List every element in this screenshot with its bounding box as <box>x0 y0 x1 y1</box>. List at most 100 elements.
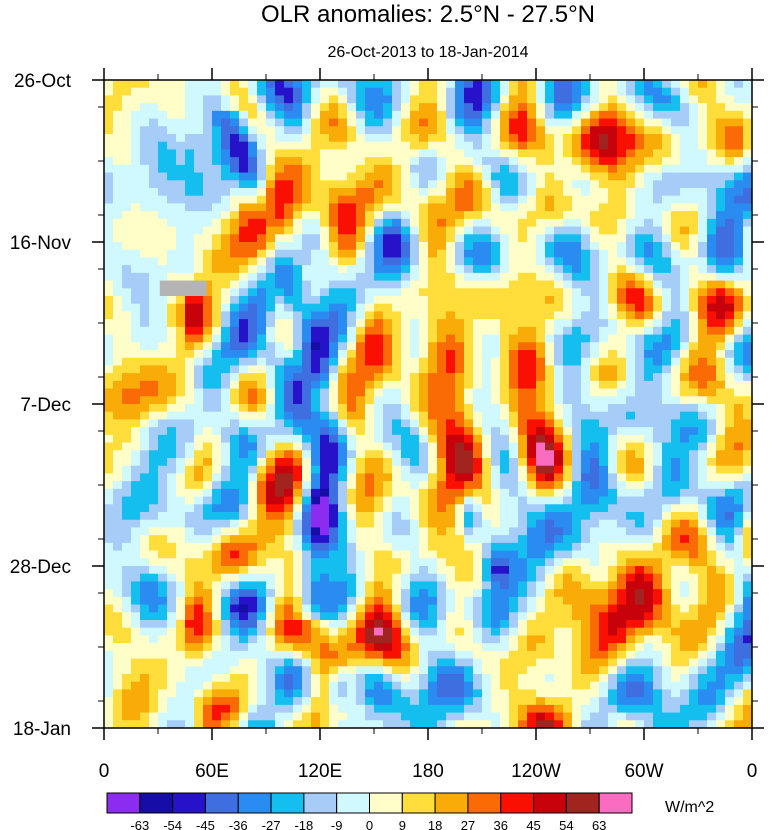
field-cell <box>158 527 168 536</box>
field-cell <box>734 326 744 336</box>
field-cell <box>545 110 555 120</box>
field-cell <box>635 203 645 212</box>
field-cell <box>644 504 654 513</box>
field-cell <box>698 465 708 475</box>
field-cell <box>653 512 663 521</box>
field-cell <box>185 80 195 89</box>
field-cell <box>185 450 195 459</box>
field-cell <box>347 566 357 575</box>
field-cell <box>599 519 609 529</box>
field-cell <box>464 357 474 367</box>
field-cell <box>149 180 159 189</box>
field-cell <box>239 311 249 320</box>
field-cell <box>671 218 681 228</box>
field-cell <box>383 542 393 552</box>
field-cell <box>464 488 474 498</box>
field-cell <box>365 465 375 475</box>
field-cell <box>140 550 150 559</box>
field-cell <box>680 442 690 451</box>
field-cell <box>734 311 744 320</box>
field-cell <box>491 188 501 197</box>
field-cell <box>473 311 483 320</box>
field-cell <box>185 411 195 421</box>
field-cell <box>662 326 672 336</box>
field-cell <box>356 126 366 135</box>
field-cell <box>104 141 114 151</box>
field-cell <box>401 242 411 251</box>
field-cell <box>149 87 159 97</box>
field-cell <box>500 303 510 313</box>
field-cell <box>716 481 726 490</box>
field-cell <box>743 396 752 405</box>
field-cell <box>167 558 177 567</box>
field-cell <box>203 527 213 536</box>
field-cell <box>491 473 501 482</box>
field-cell <box>347 465 357 475</box>
field-cell <box>113 203 123 212</box>
field-cell <box>374 180 384 189</box>
field-cell <box>419 519 429 529</box>
field-cell <box>509 357 519 367</box>
field-cell <box>662 558 672 567</box>
field-cell <box>527 450 537 459</box>
field-cell <box>338 319 348 328</box>
field-cell <box>545 164 555 174</box>
field-cell <box>725 357 735 367</box>
field-cell <box>491 157 501 166</box>
field-cell <box>104 388 114 397</box>
field-cell <box>158 95 168 104</box>
field-cell <box>572 257 582 266</box>
field-cell <box>518 265 528 274</box>
field-cell <box>689 87 699 97</box>
field-cell <box>230 496 240 505</box>
field-cell <box>212 589 222 598</box>
field-cell <box>311 265 321 274</box>
field-cell <box>698 134 708 143</box>
field-cell <box>248 326 258 336</box>
field-cell <box>185 566 195 575</box>
field-cell <box>437 350 447 359</box>
field-cell <box>401 249 411 259</box>
field-cell <box>662 373 672 382</box>
field-cell <box>590 157 600 166</box>
field-cell <box>671 427 681 436</box>
field-cell <box>617 373 627 382</box>
field-cell <box>410 519 420 529</box>
field-cell <box>455 442 465 451</box>
field-cell <box>266 434 276 444</box>
field-cell <box>446 396 456 405</box>
field-cell <box>455 512 465 521</box>
field-cell <box>662 380 672 390</box>
field-cell <box>500 164 510 174</box>
field-cell <box>257 388 267 397</box>
field-cell <box>293 272 303 282</box>
field-cell <box>527 496 537 505</box>
field-cell <box>428 296 438 305</box>
field-cell <box>203 87 213 97</box>
field-cell <box>419 226 429 235</box>
field-cell <box>653 288 663 297</box>
field-cell <box>320 566 330 575</box>
field-cell <box>527 234 537 243</box>
field-cell <box>536 550 546 559</box>
field-cell <box>527 419 537 428</box>
field-cell <box>230 280 240 289</box>
field-cell <box>446 450 456 459</box>
field-cell <box>374 164 384 174</box>
field-cell <box>203 442 213 451</box>
field-cell <box>437 504 447 513</box>
field-cell <box>248 465 258 475</box>
field-cell <box>257 257 267 266</box>
field-cell <box>203 149 213 158</box>
field-cell <box>311 419 321 428</box>
field-cell <box>149 558 159 567</box>
field-cell <box>194 350 204 359</box>
field-cell <box>554 118 564 127</box>
field-cell <box>509 87 519 97</box>
field-cell <box>221 388 231 397</box>
field-cell <box>248 581 258 590</box>
field-cell <box>455 218 465 228</box>
field-cell <box>545 496 555 505</box>
field-cell <box>176 550 186 559</box>
field-cell <box>194 303 204 313</box>
